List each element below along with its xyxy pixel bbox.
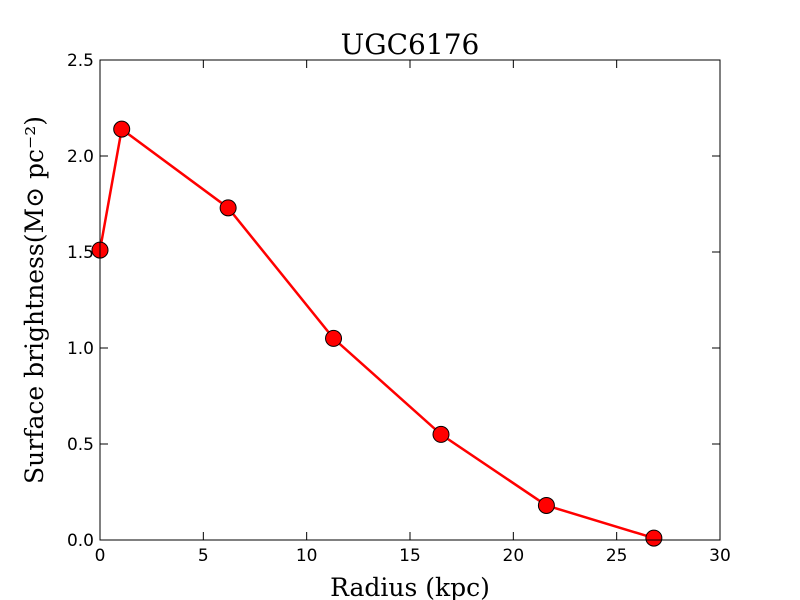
data-point [219,199,237,217]
y-axis-label: Surface brightness(M⊙ pc⁻²) [20,116,49,484]
x-tick-label: 20 [503,546,525,566]
x-tick-label: 0 [95,546,106,566]
data-point [537,496,555,514]
series-line [98,126,655,540]
x-tick-label: 25 [606,546,628,566]
y-tick-label: 0.5 [67,435,94,455]
data-point [645,529,663,547]
x-tick-label: 15 [399,546,421,566]
chart-title: UGC6176 [341,28,480,61]
y-tick-label: 2.0 [67,147,94,167]
x-tick-label: 30 [709,546,731,566]
plot-frame [99,59,721,541]
tick-labels: 0 5 10 15 20 25 30 0.0 0.5 1.0 1.5 2.0 2.5 [67,51,731,566]
x-axis-label: Radius (kpc) [330,573,490,600]
y-tick-label: 1.5 [67,243,94,263]
y-tick-label: 0.0 [67,531,94,551]
x-tick-label: 5 [198,546,209,566]
data-point [325,329,343,347]
axis-ticks [99,59,721,541]
y-tick-label: 1.0 [67,339,94,359]
x-tick-label: 10 [296,546,318,566]
data-point [432,425,450,443]
plot-area [91,120,663,547]
data-point [113,120,131,138]
y-tick-label: 2.5 [67,51,94,71]
